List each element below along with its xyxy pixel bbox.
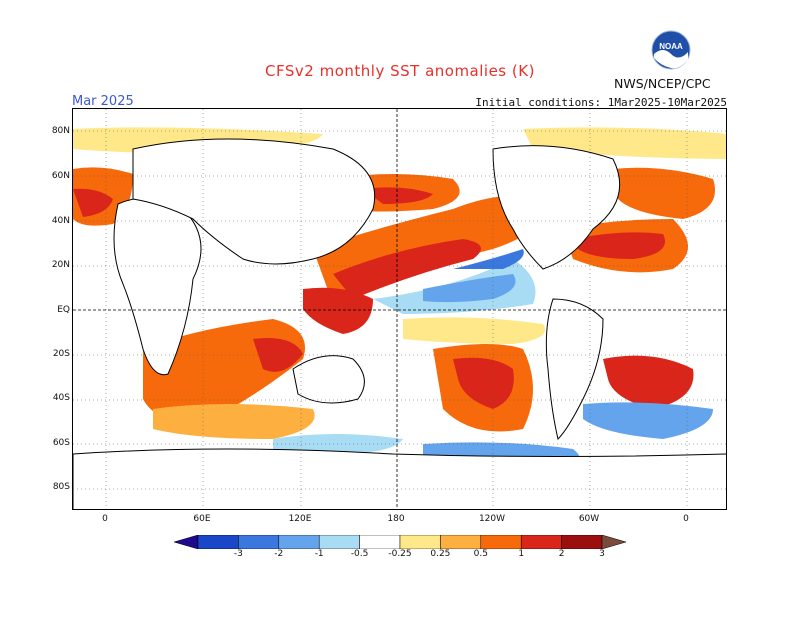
- lon-label: 0: [683, 514, 689, 524]
- colorbar-label: -0.5: [350, 549, 369, 559]
- lon-label: 60W: [578, 514, 600, 524]
- forecast-month: Mar 2025: [72, 94, 134, 109]
- colorbar-segment: [561, 535, 603, 549]
- lat-label: 80N: [51, 126, 70, 136]
- colorbar-segment: [440, 535, 482, 549]
- colorbar-label: 2: [558, 549, 565, 559]
- colorbar-label: 0.5: [473, 549, 488, 559]
- lon-label: 0: [102, 514, 108, 524]
- australia-landmass: [292, 355, 365, 404]
- lat-label: 60N: [51, 171, 70, 181]
- colorbar-label: 1: [518, 549, 525, 559]
- lon-label: 60E: [193, 514, 211, 524]
- north-america-landmass: [492, 145, 621, 270]
- colorbar-label: -3: [233, 549, 243, 559]
- lat-label: EQ: [57, 305, 70, 315]
- chart-title: CFSv2 monthly SST anomalies (K): [265, 62, 535, 80]
- colorbar-segment: [174, 535, 199, 549]
- eurasia-landmass: [132, 138, 376, 265]
- lat-label: 80S: [52, 482, 70, 492]
- colorbar-segment: [480, 535, 522, 549]
- lat-label: 40S: [52, 393, 70, 403]
- lon-label: 120W: [478, 514, 506, 524]
- lat-label: 40N: [51, 216, 70, 226]
- continents: [73, 138, 726, 509]
- lon-label: 120E: [288, 514, 312, 524]
- colorbar-segment: [399, 535, 441, 549]
- colorbar-segment: [278, 535, 320, 549]
- colorbar-label: -2: [274, 549, 284, 559]
- initial-conditions: Initial conditions: 1Mar2025-10Mar2025: [475, 96, 727, 109]
- colorbar-segment: [520, 535, 562, 549]
- lon-label: 180: [387, 514, 405, 524]
- lat-label: 20S: [52, 349, 70, 359]
- colorbar-label: -0.25: [388, 549, 412, 559]
- colorbar-segment: [238, 535, 280, 549]
- colorbar-segment: [359, 535, 401, 549]
- noaa-logo: NOAA: [651, 30, 691, 70]
- agency-label: NWS/NCEP/CPC: [614, 76, 711, 91]
- colorbar-label: 0.25: [430, 549, 451, 559]
- colorbar-segment: [318, 535, 360, 549]
- lat-label: 20N: [51, 260, 70, 270]
- colorbar-segment: [601, 535, 626, 549]
- sst-anomaly-map: [72, 108, 727, 510]
- south-america-landmass: [545, 298, 604, 440]
- colorbar-segment: [197, 535, 239, 549]
- colorbar-label: 3: [599, 549, 605, 559]
- noaa-logo-text: NOAA: [659, 42, 683, 51]
- antarctica-landmass: [73, 448, 726, 509]
- colorbar-label: -1: [314, 549, 324, 559]
- lat-label: 60S: [52, 438, 70, 448]
- reference-lines: [73, 109, 726, 509]
- colorbar: [174, 535, 626, 549]
